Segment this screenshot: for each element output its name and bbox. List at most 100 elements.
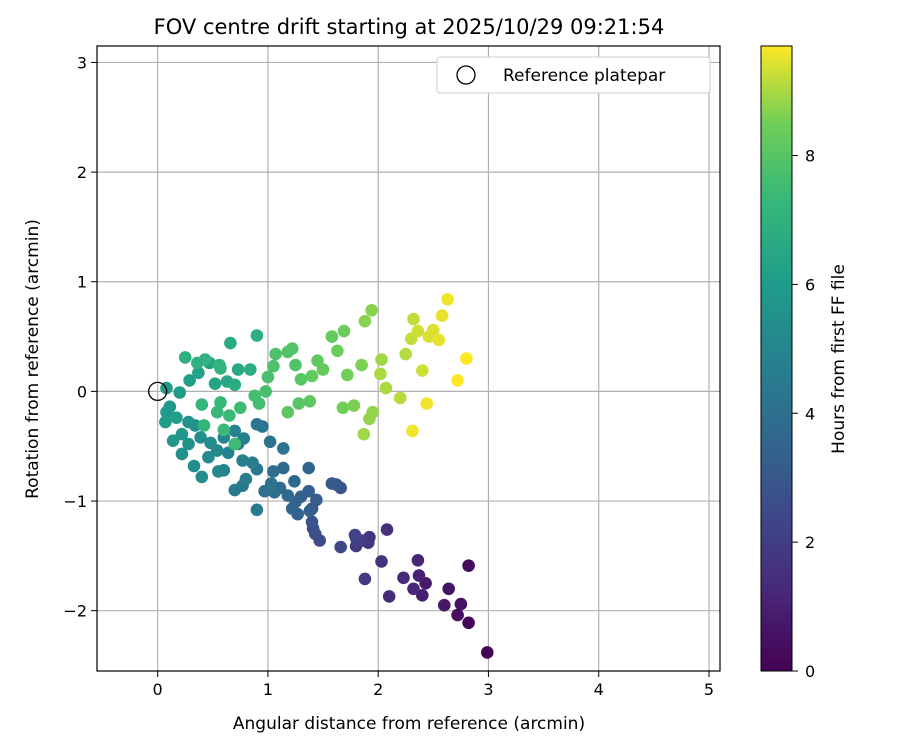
data-point [462,616,475,630]
x-tick-label: 0 [153,680,163,699]
data-point [214,396,227,409]
data-point [259,385,273,398]
data-point [212,465,225,478]
colorbar-ticks: 0 2 4 6 8 [792,147,815,681]
data-point [348,528,362,542]
colorbar-tick-label: 0 [805,662,815,681]
data-point [347,399,361,412]
data-point [228,378,242,392]
colorbar-label: Hours from first FF file [829,264,849,454]
data-point [170,411,183,425]
data-point [261,370,275,384]
x-axis-ticks: 0 1 2 3 4 5 [153,671,714,699]
data-point [355,358,368,372]
data-point [250,418,264,431]
data-point [374,367,387,381]
data-point [432,333,446,347]
data-point [462,559,475,572]
data-point [182,437,195,451]
legend-marker-reference [456,65,476,85]
data-point [267,359,280,373]
y-axis-ticks: −2 −1 0 1 2 3 [63,53,97,621]
x-axis-label: Angular distance from reference (arcmin) [233,714,585,734]
colorbar [760,45,793,672]
data-point [166,434,180,448]
data-point [310,493,323,507]
data-point [159,415,172,429]
data-point [281,405,295,419]
data-point [204,436,217,450]
scatter-points [159,293,494,659]
data-point [454,597,468,611]
reference-platepar-point [147,381,168,402]
x-tick-label: 3 [483,680,493,699]
y-tick-label: 0 [77,382,87,401]
data-point [228,424,242,438]
data-point [407,312,420,326]
data-point [285,502,299,515]
legend: Reference platepar [436,56,711,94]
data-point [208,377,222,391]
data-point [325,330,339,343]
colorbar-tick-label: 4 [805,404,815,423]
data-point [294,373,308,386]
data-point [325,477,339,490]
data-point [288,475,301,488]
data-point [277,442,290,455]
data-point [365,304,378,317]
plot-frame [96,45,721,672]
data-point [302,461,316,475]
data-point [250,503,264,517]
data-point [178,351,192,364]
y-tick-label: −2 [63,602,87,621]
reference-marker [147,381,168,402]
data-point [187,459,201,473]
colorbar-tick-label: 8 [805,147,815,166]
data-point [223,409,236,422]
data-point [175,447,189,461]
data-point [316,363,330,376]
data-point [441,293,454,306]
data-point [305,515,319,529]
data-point [380,523,394,536]
legend-entry-reference: Reference platepar [503,66,665,86]
data-point [375,353,388,366]
data-point [451,374,464,387]
data-point [198,353,212,366]
x-tick-label: 5 [704,680,714,699]
data-point [173,386,186,399]
data-point [411,554,425,567]
grid-lines [97,46,720,671]
data-point [197,419,211,432]
data-point [303,395,317,408]
data-point [411,324,425,338]
y-tick-label: 1 [77,273,87,292]
data-point [214,362,227,375]
x-tick-label: 2 [373,680,383,699]
data-point [228,437,242,451]
data-point [285,342,299,355]
data-point [202,450,215,464]
y-tick-label: −1 [63,492,87,511]
data-point [192,366,205,380]
data-point [224,336,237,350]
x-tick-label: 1 [263,680,273,699]
data-point [442,582,456,596]
data-point [195,398,209,411]
data-point [267,465,280,478]
data-point [183,374,196,387]
chart-title: FOV centre drift starting at 2025/10/29 … [154,15,665,39]
legend-box [436,56,711,94]
data-point [435,309,449,323]
data-point [263,435,277,449]
y-tick-label: 3 [77,53,87,72]
data-point [481,646,494,659]
data-point [234,401,247,415]
data-point [382,590,396,603]
data-point [397,571,410,585]
data-point [182,415,195,429]
data-point [363,412,376,426]
colorbar-tick-label: 2 [805,533,815,552]
data-point [305,369,319,383]
